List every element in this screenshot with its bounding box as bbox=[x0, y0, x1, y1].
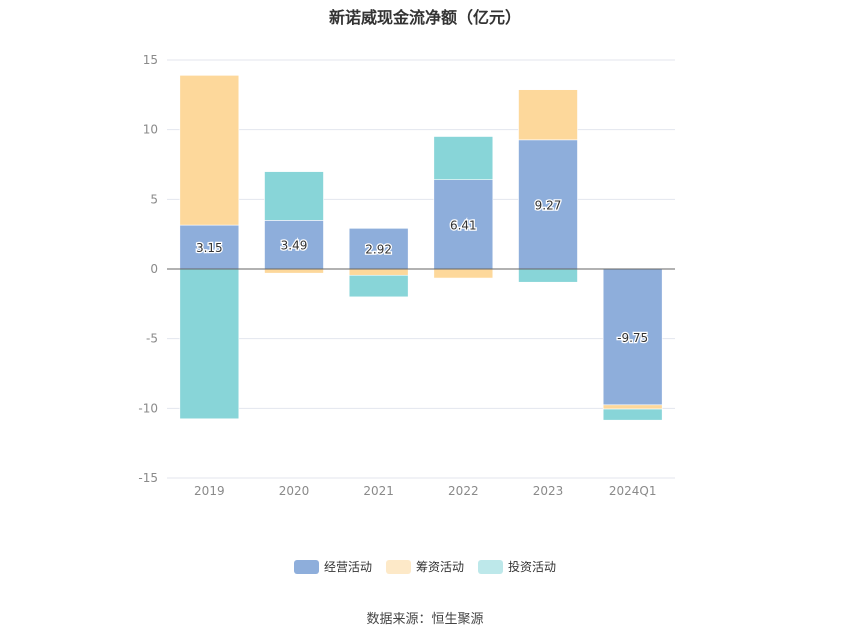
y-tick-label: 0 bbox=[150, 262, 158, 276]
legend-item-financing[interactable]: 筹资活动 bbox=[385, 558, 464, 575]
chart-title: 新诺威现金流净额（亿元） bbox=[328, 8, 521, 27]
x-axis-ticks: 2019 2020 2021 2022 2023 2024Q1 bbox=[194, 484, 656, 498]
legend-label-financing: 筹资活动 bbox=[415, 560, 464, 574]
bar-investing[interactable] bbox=[518, 268, 578, 283]
data-label: 6.41 bbox=[450, 218, 477, 232]
y-tick-label: 10 bbox=[143, 123, 158, 137]
bar-financing[interactable] bbox=[518, 89, 578, 141]
y-tick-label: -5 bbox=[146, 332, 158, 346]
bar-operating[interactable] bbox=[348, 228, 409, 270]
x-tick-label: 2023 bbox=[533, 484, 564, 498]
data-label: 9.27 bbox=[535, 198, 562, 212]
x-tick-label: 2020 bbox=[279, 484, 310, 498]
grid-lines bbox=[167, 59, 675, 479]
bar-financing[interactable] bbox=[433, 268, 494, 279]
y-tick-label: 15 bbox=[143, 53, 158, 67]
bar-investing[interactable] bbox=[179, 268, 240, 420]
legend-swatch-operating bbox=[293, 559, 319, 574]
x-tick-label: 2022 bbox=[448, 484, 479, 498]
bar-investing[interactable] bbox=[433, 136, 494, 180]
bar-operating[interactable] bbox=[264, 220, 324, 270]
y-tick-label: 5 bbox=[150, 192, 158, 206]
legend-item-operating[interactable]: 经营活动 bbox=[293, 558, 372, 575]
y-tick-label: -10 bbox=[138, 401, 158, 415]
x-tick-label: 2019 bbox=[194, 484, 225, 498]
legend-swatch-financing bbox=[385, 559, 411, 574]
legend: 经营活动 筹资活动 投资活动 bbox=[0, 558, 850, 575]
bar-investing[interactable] bbox=[264, 171, 324, 221]
data-label: -9.75 bbox=[617, 331, 648, 345]
legend-label-investing: 投资活动 bbox=[508, 560, 557, 574]
data-labels: 3.15 3.49 2.92 6.41 9.27 -9.75 bbox=[195, 197, 650, 346]
legend-item-investing[interactable]: 投资活动 bbox=[478, 558, 556, 575]
bar-operating[interactable] bbox=[602, 268, 663, 406]
y-tick-label: -15 bbox=[138, 471, 158, 485]
bar-investing[interactable] bbox=[602, 408, 663, 421]
legend-label-operating: 经营活动 bbox=[323, 560, 372, 574]
bars bbox=[179, 75, 663, 421]
data-label: 3.15 bbox=[196, 241, 223, 255]
data-source: 数据来源：恒生聚源 bbox=[366, 612, 484, 627]
bar-financing[interactable] bbox=[602, 404, 663, 410]
cash-flow-chart: 3.15 3.49 2.92 6.41 9.27 -9.75 15 10 5 0 -5 -10 -15… bbox=[138, 53, 675, 498]
x-tick-label: 2021 bbox=[363, 484, 394, 498]
bar-investing[interactable] bbox=[348, 274, 409, 298]
data-label: 3.49 bbox=[281, 239, 308, 253]
legend-swatch-investing bbox=[478, 559, 503, 574]
x-tick-label: 2024Q1 bbox=[609, 484, 657, 498]
data-label: 2.92 bbox=[365, 243, 392, 257]
bar-operating[interactable] bbox=[179, 224, 240, 270]
bar-financing[interactable] bbox=[264, 268, 324, 274]
bar-financing[interactable] bbox=[179, 75, 240, 226]
y-axis-ticks: 15 10 5 0 -5 -10 -15 bbox=[138, 53, 158, 485]
bar-financing[interactable] bbox=[348, 268, 409, 276]
